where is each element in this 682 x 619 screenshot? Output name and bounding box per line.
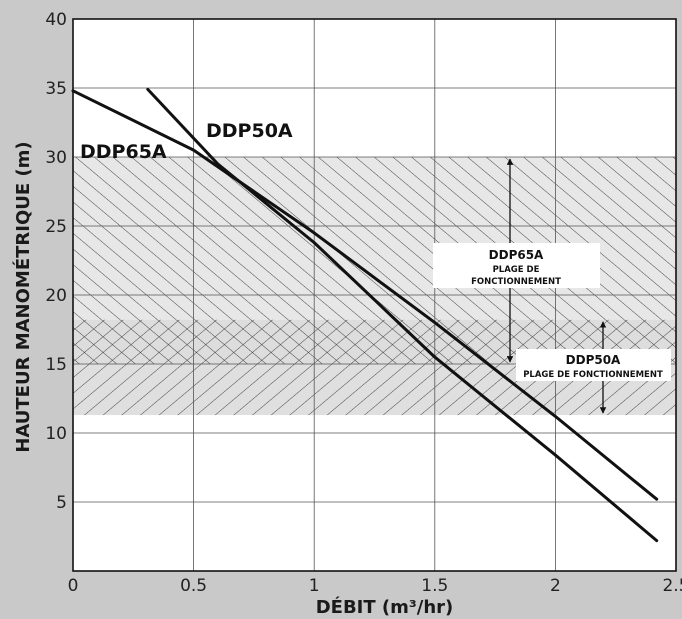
x-tick-label: 2 [550, 576, 561, 596]
y-tick-label: 20 [45, 286, 67, 306]
ddp65a-range-sub2: FONCTIONNEMENT [471, 277, 561, 287]
y-tick-label: 40 [45, 10, 67, 30]
series-label-ddp65a: DDP65A [80, 141, 167, 163]
y-tick-label: 30 [45, 148, 67, 168]
x-tick-label: 0.5 [180, 576, 207, 596]
series-line-ddp50a [146, 87, 659, 543]
tick-labels: 0 0.5 1 1.5 2 2.5 5 10 15 20 25 30 35 40 [45, 10, 682, 596]
x-tick-label: 1.5 [421, 576, 448, 596]
x-axis-title: DÉBIT (m³/hr) [316, 596, 454, 618]
series-lines [71, 87, 659, 543]
x-tick-label: 2.5 [662, 576, 682, 596]
y-tick-label: 15 [45, 355, 67, 375]
y-tick-label: 5 [56, 493, 67, 513]
plot-frame [72, 18, 677, 572]
y-axis-title: HAUTEUR MANOMÉTRIQUE (m) [12, 141, 34, 452]
ddp50a-range-label-box [516, 349, 671, 381]
series-label-ddp50a: DDP50A [206, 120, 293, 142]
ddp50a-range-sub: PLAGE DE FONCTIONNEMENT [523, 370, 663, 380]
series-line-ddp65a [71, 89, 659, 501]
y-tick-label: 10 [45, 424, 67, 444]
ddp65a-range-label-box [433, 243, 600, 288]
ddp50a-range-label: DDP50A [566, 353, 621, 367]
annotations: DDP65A DDP50A DDP65A PLAGE DE FONCTIONNEMENT… [80, 120, 671, 414]
x-tick-label: 1 [309, 576, 320, 596]
y-tick-label: 35 [45, 79, 67, 99]
x-tick-label: 0 [68, 576, 79, 596]
gridlines [73, 19, 676, 571]
ddp65a-range-sub1: PLAGE DE [493, 265, 540, 275]
y-tick-label: 25 [45, 217, 67, 237]
ddp65a-range-label: DDP65A [489, 248, 544, 262]
